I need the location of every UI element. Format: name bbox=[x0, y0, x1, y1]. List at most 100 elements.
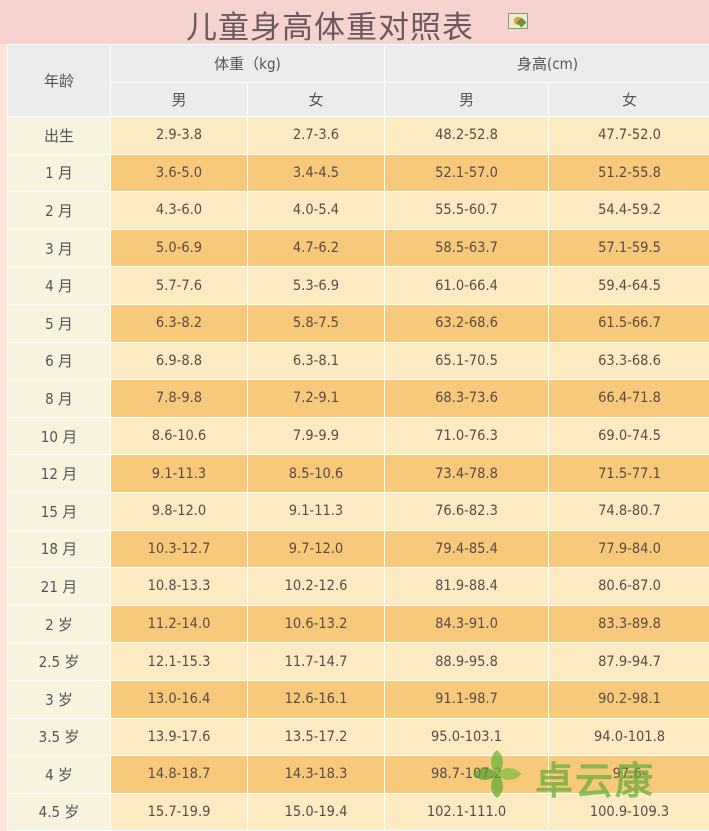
weight-male-cell: 8.6-10.6 bbox=[111, 417, 248, 455]
age-cell: 10 月 bbox=[8, 417, 111, 455]
age-cell: 4 岁 bbox=[8, 756, 111, 794]
height-male-cell: 91.1-98.7 bbox=[385, 680, 549, 718]
height-male-cell: 88.9-95.8 bbox=[385, 643, 549, 681]
height-male-cell: 84.3-91.0 bbox=[385, 605, 549, 643]
header-age: 年龄 bbox=[8, 45, 111, 117]
age-cell: 4.5 岁 bbox=[8, 793, 111, 831]
height-female-cell: 57.1-59.5 bbox=[549, 229, 709, 267]
age-cell: 15 月 bbox=[8, 492, 111, 530]
header-row-sex: 男 女 男 女 bbox=[8, 83, 709, 117]
weight-female-cell: 6.3-8.1 bbox=[248, 342, 385, 380]
weight-female-cell: 4.7-6.2 bbox=[248, 229, 385, 267]
header-height-male: 男 bbox=[385, 83, 549, 117]
page-title: 儿童身高体重对照表 bbox=[186, 2, 474, 47]
weight-female-cell: 2.7-3.6 bbox=[248, 117, 385, 155]
header-weight-male: 男 bbox=[111, 83, 248, 117]
height-male-cell: 58.5-63.7 bbox=[385, 229, 549, 267]
height-male-cell: 65.1-70.5 bbox=[385, 342, 549, 380]
weight-male-cell: 2.9-3.8 bbox=[111, 117, 248, 155]
weight-female-cell: 8.5-10.6 bbox=[248, 455, 385, 493]
header-weight-female: 女 bbox=[248, 83, 385, 117]
weight-female-cell: 7.2-9.1 bbox=[248, 380, 385, 418]
height-male-cell: 79.4-85.4 bbox=[385, 530, 549, 568]
height-female-cell: 47.7-52.0 bbox=[549, 117, 709, 155]
weight-male-cell: 9.1-11.3 bbox=[111, 455, 248, 493]
height-male-cell: 61.0-66.4 bbox=[385, 267, 549, 305]
title-bar: 儿童身高体重对照表 bbox=[0, 0, 709, 44]
weight-male-cell: 11.2-14.0 bbox=[111, 605, 248, 643]
header-height: 身高(cm) bbox=[385, 45, 709, 83]
age-cell: 3.5 岁 bbox=[8, 718, 111, 756]
weight-female-cell: 10.6-13.2 bbox=[248, 605, 385, 643]
height-male-cell: 81.9-88.4 bbox=[385, 568, 549, 606]
weight-male-cell: 6.9-8.8 bbox=[111, 342, 248, 380]
age-cell: 2.5 岁 bbox=[8, 643, 111, 681]
height-male-cell: 76.6-82.3 bbox=[385, 492, 549, 530]
weight-female-cell: 5.8-7.5 bbox=[248, 304, 385, 342]
age-cell: 21 月 bbox=[8, 568, 111, 606]
height-female-cell: 61.5-66.7 bbox=[549, 304, 709, 342]
age-cell: 5 月 bbox=[8, 304, 111, 342]
weight-female-cell: 11.7-14.7 bbox=[248, 643, 385, 681]
header-height-female: 女 bbox=[549, 83, 709, 117]
weight-male-cell: 4.3-6.0 bbox=[111, 192, 248, 230]
height-female-cell: 59.4-64.5 bbox=[549, 267, 709, 305]
height-female-cell: 69.0-74.5 bbox=[549, 417, 709, 455]
weight-male-cell: 10.8-13.3 bbox=[111, 568, 248, 606]
age-cell: 4 月 bbox=[8, 267, 111, 305]
height-male-cell: 73.4-78.8 bbox=[385, 455, 549, 493]
age-cell: 12 月 bbox=[8, 455, 111, 493]
weight-male-cell: 13.0-16.4 bbox=[111, 680, 248, 718]
weight-male-cell: 7.8-9.8 bbox=[111, 380, 248, 418]
weight-male-cell: 9.8-12.0 bbox=[111, 492, 248, 530]
weight-female-cell: 4.0-5.4 bbox=[248, 192, 385, 230]
height-female-cell: 74.8-80.7 bbox=[549, 492, 709, 530]
watermark: 卓云康 bbox=[469, 740, 699, 810]
watermark-text: 卓云康 bbox=[535, 750, 655, 805]
height-male-cell: 55.5-60.7 bbox=[385, 192, 549, 230]
weight-female-cell: 10.2-12.6 bbox=[248, 568, 385, 606]
height-female-cell: 66.4-71.8 bbox=[549, 380, 709, 418]
age-cell: 6 月 bbox=[8, 342, 111, 380]
weight-female-cell: 12.6-16.1 bbox=[248, 680, 385, 718]
weight-female-cell: 9.1-11.3 bbox=[248, 492, 385, 530]
age-cell: 出生 bbox=[8, 117, 111, 155]
age-cell: 3 岁 bbox=[8, 680, 111, 718]
height-female-cell: 71.5-77.1 bbox=[549, 455, 709, 493]
weight-male-cell: 15.7-19.9 bbox=[111, 793, 248, 831]
weight-male-cell: 5.7-7.6 bbox=[111, 267, 248, 305]
header-weight: 体重（kg) bbox=[111, 45, 385, 83]
weight-female-cell: 9.7-12.0 bbox=[248, 530, 385, 568]
weight-male-cell: 3.6-5.0 bbox=[111, 154, 248, 192]
age-cell: 2 月 bbox=[8, 192, 111, 230]
weight-male-cell: 12.1-15.3 bbox=[111, 643, 248, 681]
weight-female-cell: 14.3-18.3 bbox=[248, 756, 385, 794]
weight-male-cell: 6.3-8.2 bbox=[111, 304, 248, 342]
height-female-cell: 87.9-94.7 bbox=[549, 643, 709, 681]
age-cell: 8 月 bbox=[8, 380, 111, 418]
height-male-cell: 68.3-73.6 bbox=[385, 380, 549, 418]
age-cell: 3 月 bbox=[8, 229, 111, 267]
weight-female-cell: 15.0-19.4 bbox=[248, 793, 385, 831]
weight-female-cell: 5.3-6.9 bbox=[248, 267, 385, 305]
weight-male-cell: 10.3-12.7 bbox=[111, 530, 248, 568]
weight-female-cell: 13.5-17.2 bbox=[248, 718, 385, 756]
height-female-cell: 90.2-98.1 bbox=[549, 680, 709, 718]
header-row-groups: 年龄 体重（kg) 身高(cm) bbox=[8, 45, 709, 83]
height-female-cell: 51.2-55.8 bbox=[549, 154, 709, 192]
height-female-cell: 63.3-68.6 bbox=[549, 342, 709, 380]
